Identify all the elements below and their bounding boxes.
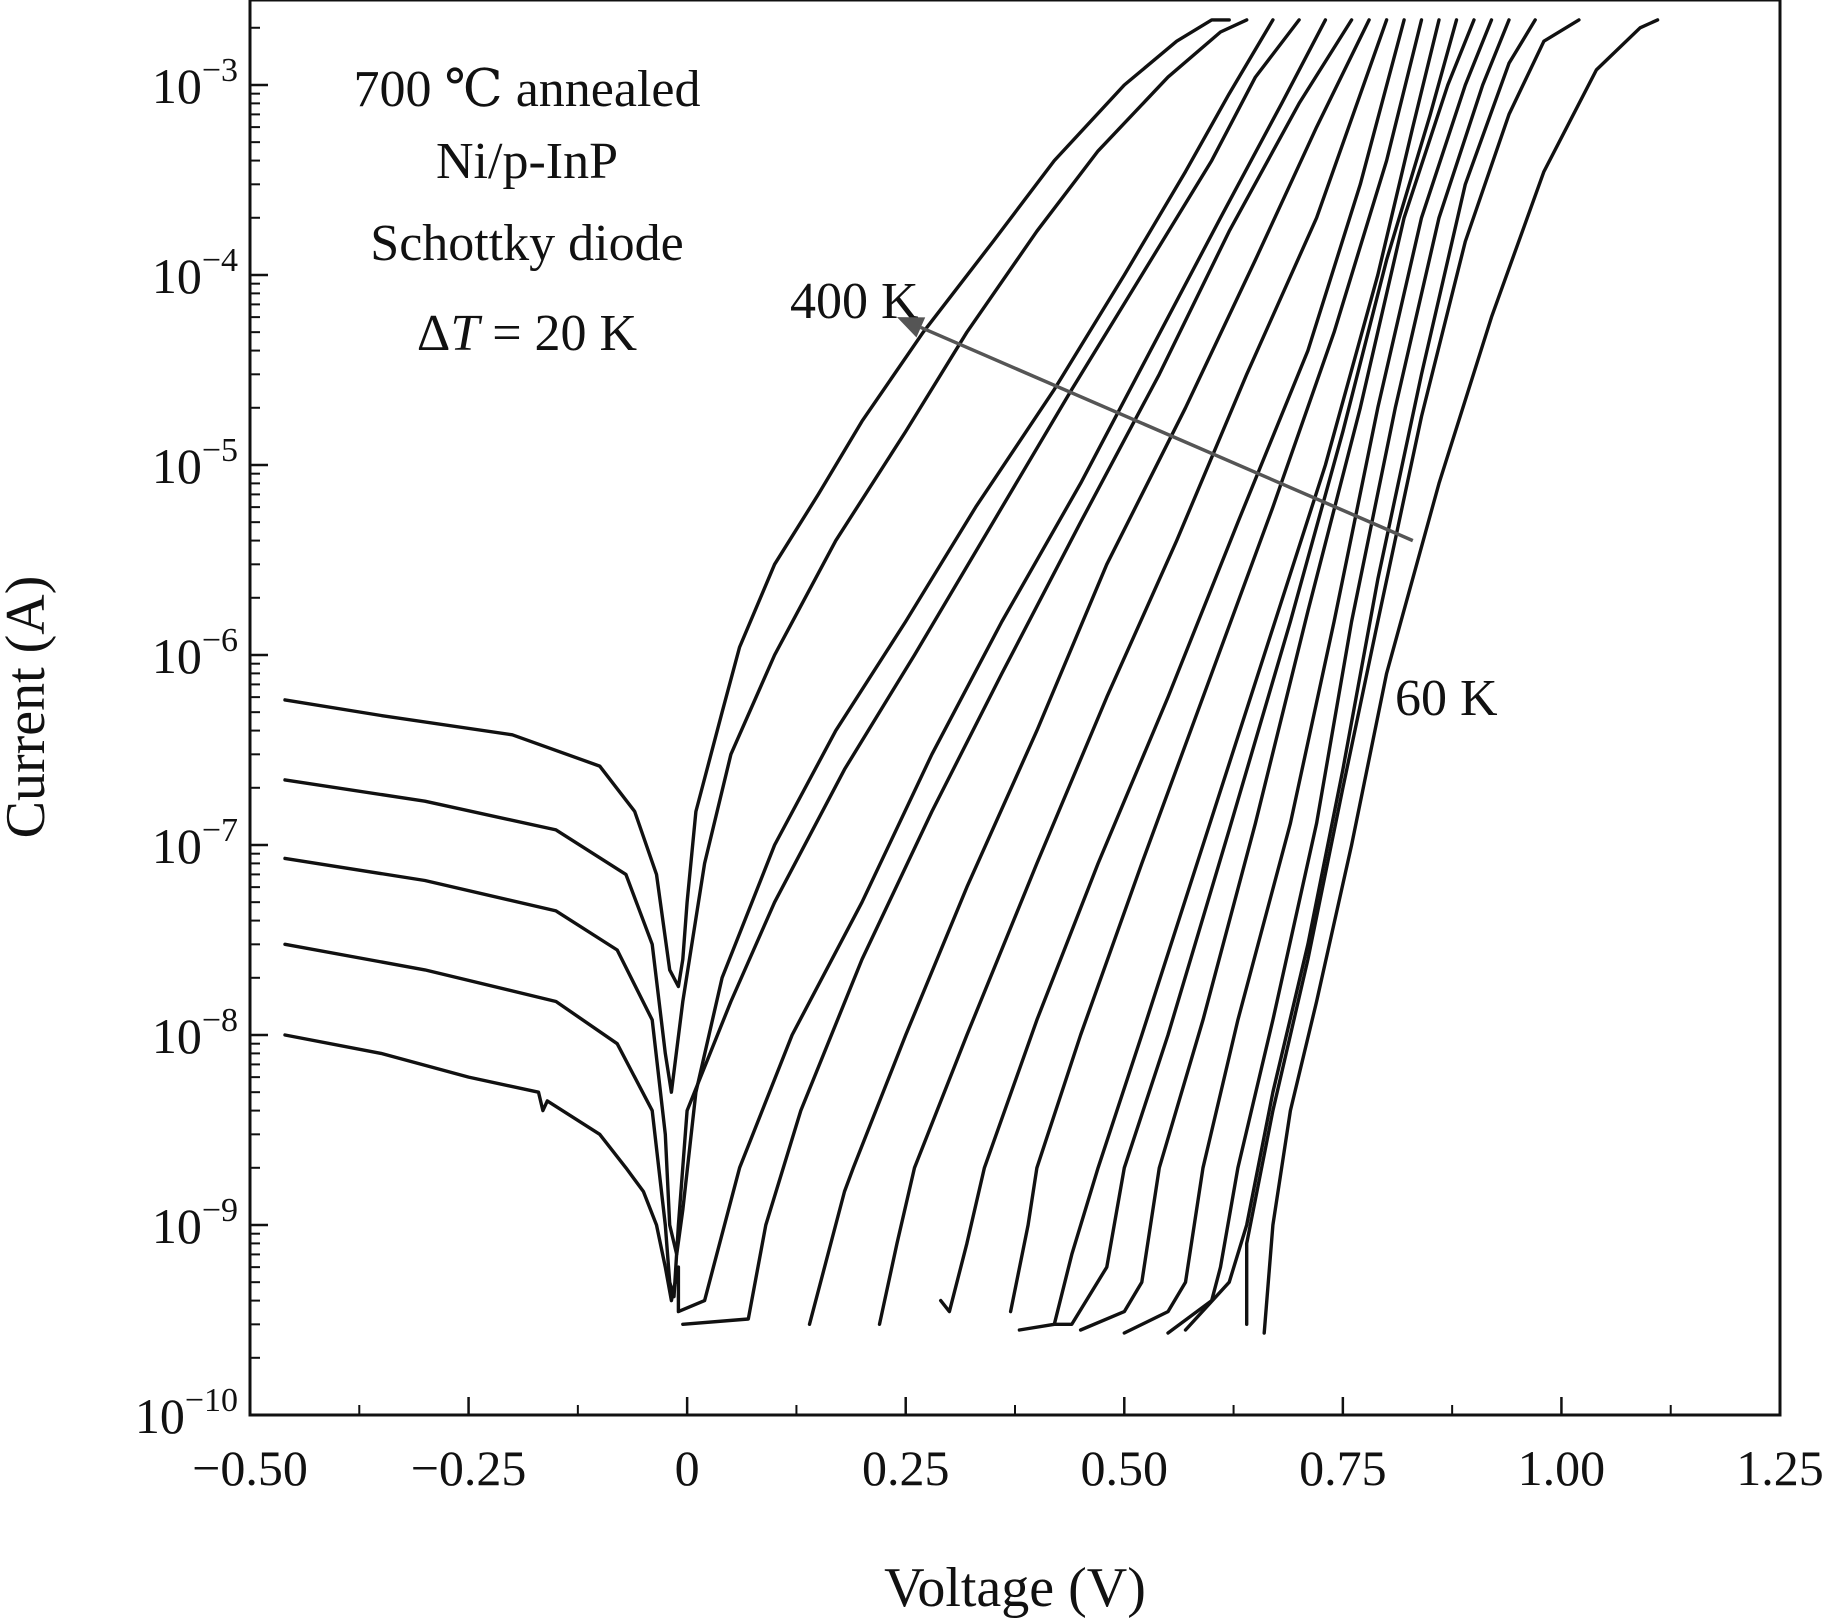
x-tick-label-5: 0.75	[1299, 1440, 1387, 1496]
label-400k: 400 K	[790, 273, 919, 330]
y-tick-label-4: 10−6	[152, 622, 238, 684]
iv-curve-10	[1008, 18, 1424, 1314]
x-axis: −0.50 −0.25 0 0.25 0.50 0.75 1.00 1.25	[192, 1397, 1824, 1496]
info-line-2: Ni/p-InP	[436, 133, 618, 190]
iv-curve-16	[1183, 18, 1537, 1332]
info-line-1: 700 ℃ annealed	[354, 61, 701, 118]
arrow-line	[920, 325, 1414, 543]
x-tick-label-4: 0.50	[1081, 1440, 1169, 1496]
iv-curve-3	[283, 18, 1275, 1257]
delta-t-symbol: Δ	[417, 305, 450, 362]
x-tick-label-6: 1.00	[1518, 1440, 1606, 1496]
iv-curve-9	[939, 18, 1406, 1314]
iv-curve-2	[283, 18, 1249, 1094]
x-tick-label-3: 0.25	[862, 1440, 950, 1496]
iv-curve-7	[807, 18, 1371, 1326]
x-axis-title: Voltage (V)	[884, 1557, 1146, 1619]
curves-group	[283, 18, 1660, 1335]
iv-curve-4	[283, 18, 1301, 1299]
iv-curve-11	[1017, 18, 1441, 1332]
y-tick-label-5: 10−5	[152, 432, 238, 494]
iv-curve-5	[283, 18, 1328, 1314]
y-tick-label-0: 10−10	[135, 1382, 238, 1444]
x-tick-label-1: −0.25	[411, 1440, 527, 1496]
y-tick-label-7: 10−3	[152, 52, 238, 114]
iv-curve-18	[1262, 18, 1660, 1335]
x-tick-label-7: 1.25	[1736, 1440, 1824, 1496]
y-tick-label-3: 10−7	[152, 812, 238, 874]
iv-curve-13	[1078, 18, 1476, 1332]
iv-curve-6	[681, 18, 1354, 1326]
iv-curve-14	[1122, 18, 1494, 1335]
delta-t-rest: = 20 K	[479, 305, 637, 362]
delta-t-label: ΔT = 20 K	[417, 305, 638, 362]
y-axis: 10−10 10−9 10−8 10−7 10−6 10−5 10−4 10−3	[135, 26, 268, 1444]
x-tick-label-2: 0	[675, 1440, 700, 1496]
arrow-head	[896, 317, 926, 338]
y-tick-label-6: 10−4	[152, 242, 238, 304]
y-tick-label-1: 10−9	[152, 1192, 238, 1254]
iv-curve-8	[877, 18, 1389, 1326]
iv-curve-17	[1245, 18, 1581, 1326]
iv-curve-1	[283, 18, 1231, 989]
iv-curve-12	[1052, 18, 1459, 1326]
iv-curve-15	[1166, 18, 1511, 1335]
label-60k: 60 K	[1395, 670, 1498, 727]
x-tick-label-0: −0.50	[192, 1440, 308, 1496]
y-tick-label-2: 10−8	[152, 1002, 238, 1064]
delta-t-var: T	[450, 305, 482, 362]
temperature-arrow	[896, 317, 1414, 543]
info-line-3: Schottky diode	[370, 215, 683, 272]
y-axis-title: Current (A)	[0, 576, 57, 839]
